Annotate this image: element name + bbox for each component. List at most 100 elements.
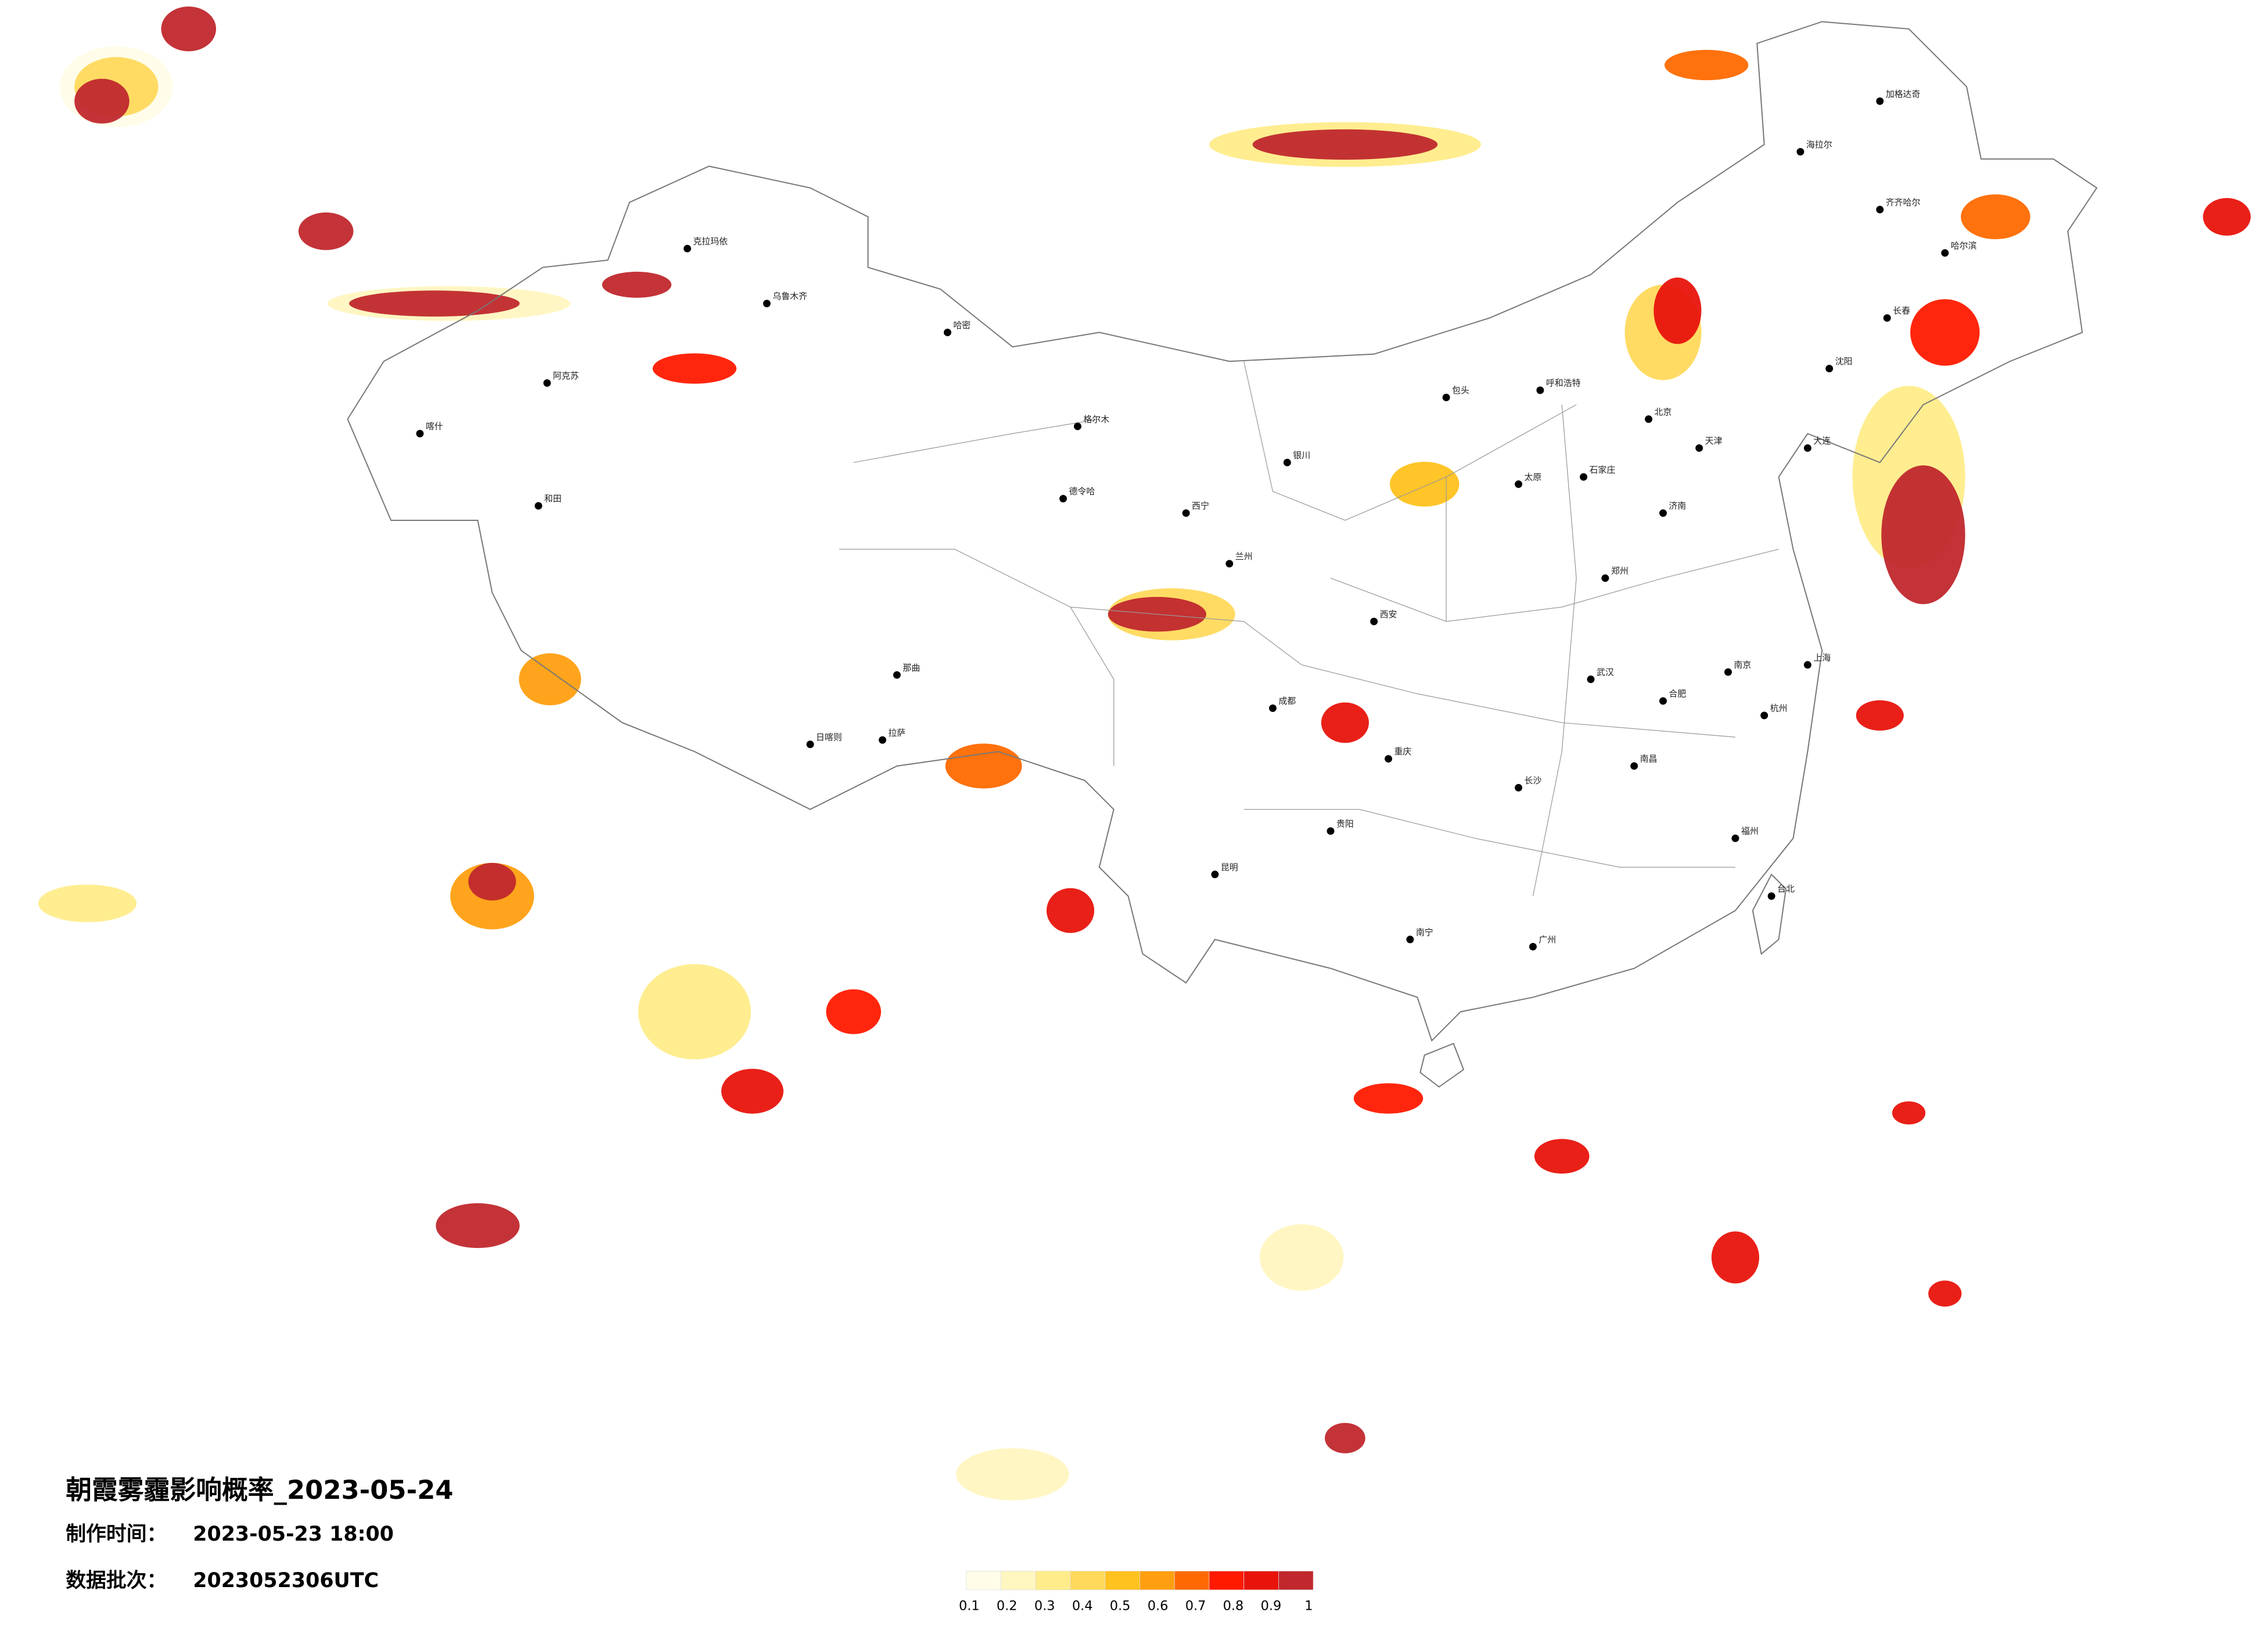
city-dot — [1283, 458, 1291, 466]
probability-patch — [2203, 197, 2251, 236]
city-dot — [1825, 365, 1834, 373]
legend-swatch — [1243, 1571, 1279, 1591]
city-label: 西宁 — [1192, 501, 1209, 511]
probability-patch — [436, 1203, 520, 1249]
city-label: 天津 — [1705, 436, 1723, 446]
probability-patch — [1654, 277, 1702, 344]
city-dot — [1225, 560, 1234, 568]
city-label: 格尔木 — [1083, 414, 1109, 425]
probability-patch — [1711, 1231, 1759, 1284]
city-dot — [1536, 386, 1544, 394]
probability-patch — [1910, 299, 1980, 366]
legend-label: 0.5 — [1110, 1599, 1131, 1614]
city-dot — [416, 430, 424, 438]
legend-label: 1 — [1304, 1599, 1313, 1614]
probability-patch — [1353, 1083, 1424, 1114]
city-dot — [1059, 495, 1067, 503]
legend-label: 0.3 — [1034, 1599, 1055, 1614]
legend-swatch — [966, 1571, 1001, 1591]
probability-patch — [1892, 1101, 1926, 1125]
city-dot — [1803, 444, 1811, 452]
city-label: 太原 — [1525, 472, 1542, 482]
city-label: 上海 — [1813, 652, 1831, 663]
city-dot — [1724, 668, 1732, 676]
city-label: 克拉玛依 — [693, 236, 728, 247]
made-time: 2023-05-23 18:00 — [193, 1523, 394, 1546]
city-label: 济南 — [1669, 501, 1686, 511]
probability-patch — [721, 1069, 783, 1114]
city-dot — [1580, 473, 1588, 481]
city-label: 北京 — [1655, 406, 1672, 417]
city-label: 重庆 — [1394, 746, 1412, 757]
city-label: 阿克苏 — [553, 370, 579, 381]
probability-field — [38, 6, 2251, 1501]
city-dot — [1385, 755, 1393, 763]
legend: 0.1 0.2 0.3 0.4 0.5 0.6 0.7 0.8 0.9 1 — [959, 1571, 1314, 1614]
probability-patch — [1928, 1280, 1962, 1307]
city-dot — [543, 379, 551, 387]
city-label: 日喀则 — [816, 732, 842, 742]
city-dot — [806, 740, 814, 749]
city-dot — [1529, 942, 1537, 951]
city-dot — [1182, 509, 1190, 517]
city-label: 成都 — [1278, 696, 1296, 706]
city-dot — [1941, 249, 1949, 257]
city-dot — [1695, 444, 1703, 452]
city-dot — [1659, 697, 1667, 705]
city-dot — [683, 244, 691, 253]
city-label: 乌鲁木齐 — [772, 291, 807, 301]
city-label: 和田 — [544, 494, 562, 504]
city-dot — [878, 736, 886, 744]
city-label: 杭州 — [1770, 703, 1788, 714]
city-label: 南昌 — [1640, 754, 1658, 764]
city-label: 福州 — [1741, 826, 1759, 836]
legend-swatch — [1278, 1571, 1314, 1591]
city-dot — [1442, 393, 1450, 401]
city-dot — [1370, 617, 1378, 625]
city-dot — [1073, 422, 1081, 430]
probability-patch — [1664, 49, 1749, 81]
city-dot — [943, 328, 951, 336]
probability-patch — [161, 6, 217, 52]
city-dot — [1796, 148, 1805, 156]
city-dot — [1876, 206, 1884, 214]
city-dot — [1327, 827, 1335, 835]
probability-patch — [1390, 462, 1460, 507]
city-dot — [893, 671, 901, 679]
legend-swatch — [1035, 1571, 1071, 1591]
city-label: 哈尔滨 — [1951, 240, 1977, 251]
legend-swatch — [1001, 1571, 1036, 1591]
city-dot — [1645, 415, 1653, 423]
city-dot — [1883, 314, 1891, 322]
legend-label: 0.4 — [1072, 1599, 1093, 1614]
probability-patch — [652, 353, 737, 384]
city-label: 郑州 — [1611, 566, 1629, 576]
city-label: 沈阳 — [1835, 356, 1853, 366]
city-label: 加格达奇 — [1886, 89, 1921, 99]
map-title: 朝霞雾霾影响概率_2023-05-24 — [66, 1474, 453, 1505]
province-borders — [839, 361, 1779, 897]
city-label: 海拉尔 — [1806, 139, 1832, 150]
city-dot — [1587, 675, 1595, 684]
city-label: 包头 — [1452, 385, 1469, 395]
probability-patch — [468, 862, 516, 901]
city-label: 银川 — [1293, 450, 1310, 461]
made-label: 制作时间： — [66, 1523, 167, 1546]
city-dot — [1515, 783, 1523, 792]
city-dot — [1268, 704, 1277, 713]
city-label: 台北 — [1777, 884, 1795, 894]
probability-patch — [1325, 1423, 1365, 1454]
city-dot — [763, 300, 771, 308]
city-dot — [1630, 762, 1638, 770]
probability-patch — [1856, 700, 1904, 731]
city-label: 武汉 — [1597, 667, 1614, 677]
city-label: 贵阳 — [1336, 819, 1354, 829]
city-dot — [1515, 480, 1523, 488]
city-label: 拉萨 — [888, 728, 905, 738]
probability-patch — [1260, 1224, 1344, 1291]
city-label: 兰州 — [1235, 551, 1253, 562]
city-dot — [1767, 892, 1775, 900]
city-label: 昆明 — [1221, 862, 1238, 872]
probability-patch — [1961, 194, 2030, 239]
